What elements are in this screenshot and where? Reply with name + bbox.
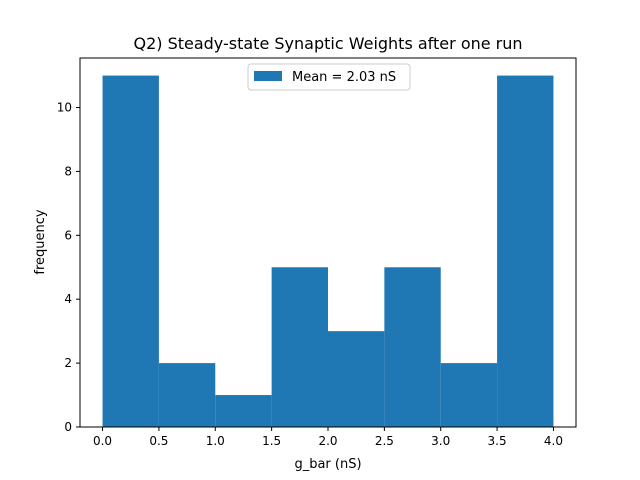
legend-box: [247, 63, 411, 91]
x-axis-ticks: 0.0 0.5 1.0 1.5 2.0 2.5 3.0 3.5 4.0: [93, 427, 563, 448]
y-axis-label: frequency: [33, 209, 48, 275]
x-axis-label: g_bar (nS): [294, 457, 361, 472]
y-tick-label: 2: [64, 356, 72, 370]
y-tick-label: 4: [64, 292, 72, 306]
y-axis-ticks: 0 2 4 6 8 10: [57, 101, 80, 434]
legend: Mean = 2.03 nS: [247, 63, 411, 91]
y-tick-label: 8: [64, 164, 72, 178]
x-tick-label: 0.5: [149, 434, 168, 448]
histogram-bar: [102, 75, 159, 428]
legend-label: Mean = 2.03 nS: [292, 70, 396, 85]
histogram-bar: [384, 267, 441, 427]
x-tick-label: 1.0: [206, 434, 225, 448]
histogram-bar: [215, 395, 272, 427]
legend-swatch: [254, 71, 282, 81]
x-tick-label: 4.0: [544, 434, 563, 448]
histogram-bar: [328, 331, 385, 427]
bars-group: [102, 75, 554, 428]
y-tick-label: 6: [64, 228, 72, 242]
x-tick-label: 2.5: [375, 434, 394, 448]
chart-title: Q2) Steady-state Synaptic Weights after …: [133, 34, 522, 53]
y-tick-label: 0: [64, 420, 72, 434]
histogram-bar: [497, 75, 554, 428]
x-tick-label: 2.0: [318, 434, 337, 448]
histogram-bar: [440, 363, 498, 427]
x-tick-label: 3.5: [488, 434, 507, 448]
y-tick-label: 10: [57, 101, 72, 115]
x-tick-label: 3.0: [431, 434, 450, 448]
histogram-bar: [158, 363, 216, 427]
histogram-bar: [271, 267, 328, 427]
x-tick-label: 0.0: [93, 434, 112, 448]
x-tick-label: 1.5: [262, 434, 281, 448]
